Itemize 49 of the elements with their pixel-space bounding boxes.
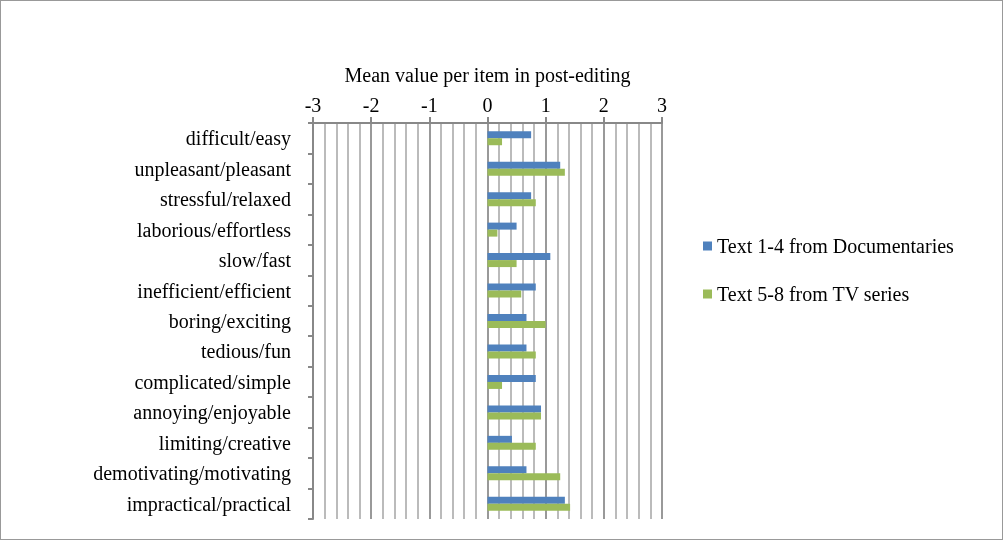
bar [487, 374, 536, 382]
x-tick-label: 2 [598, 94, 609, 116]
y-tick-label: complicated/simple [134, 370, 292, 394]
bar [487, 344, 527, 352]
bar [487, 138, 503, 146]
bar [487, 442, 536, 450]
bar [487, 503, 571, 511]
legend-label: Text 5-8 from TV series [717, 283, 910, 305]
y-tick-label: difficult/easy [185, 127, 291, 151]
y-tick-label: laborious/effortless [136, 218, 292, 241]
y-tick-label: tedious/fun [201, 340, 291, 363]
y-tick-label: limiting/creative [158, 431, 292, 455]
bar [487, 290, 522, 298]
y-tick-label: annoying/enjoyable [133, 401, 292, 425]
y-tick-label: unpleasant/pleasant [134, 157, 292, 181]
y-tick-label: demotivating/motivating [93, 462, 291, 486]
x-tick-label: 3 [657, 94, 667, 116]
x-axis-title: Mean value per item in post-editing [344, 64, 631, 87]
bar [487, 260, 517, 268]
x-tick-label: -1 [421, 94, 438, 116]
y-tick-label: impractical/practical [126, 492, 292, 516]
bar [487, 314, 527, 321]
bar [487, 253, 551, 261]
x-tick-label: -2 [362, 94, 380, 116]
bar [487, 496, 565, 504]
bar [487, 435, 512, 443]
bar [487, 199, 536, 207]
bar [487, 321, 546, 328]
x-tick-label: -3 [304, 94, 322, 116]
bar [487, 473, 561, 481]
x-tick-label: 1 [540, 94, 551, 116]
legend-label: Text 1-4 from Documentaries [717, 235, 955, 257]
x-tick-label: 0 [482, 94, 493, 116]
y-tick-label: stressful/relaxed [159, 188, 291, 211]
y-tick-label: inefficient/efficient [137, 279, 292, 302]
bar [487, 131, 532, 139]
bar [487, 283, 536, 291]
bar [487, 161, 561, 169]
y-tick-label: boring/exciting [168, 310, 291, 333]
bar [487, 192, 532, 200]
bar [487, 351, 536, 359]
bar [487, 466, 527, 474]
bar [487, 222, 517, 230]
y-tick-label: slow/fast [218, 249, 292, 272]
bar [487, 381, 503, 389]
bar [487, 405, 542, 413]
bar [487, 168, 565, 176]
bar [487, 229, 498, 237]
bar [487, 412, 542, 420]
